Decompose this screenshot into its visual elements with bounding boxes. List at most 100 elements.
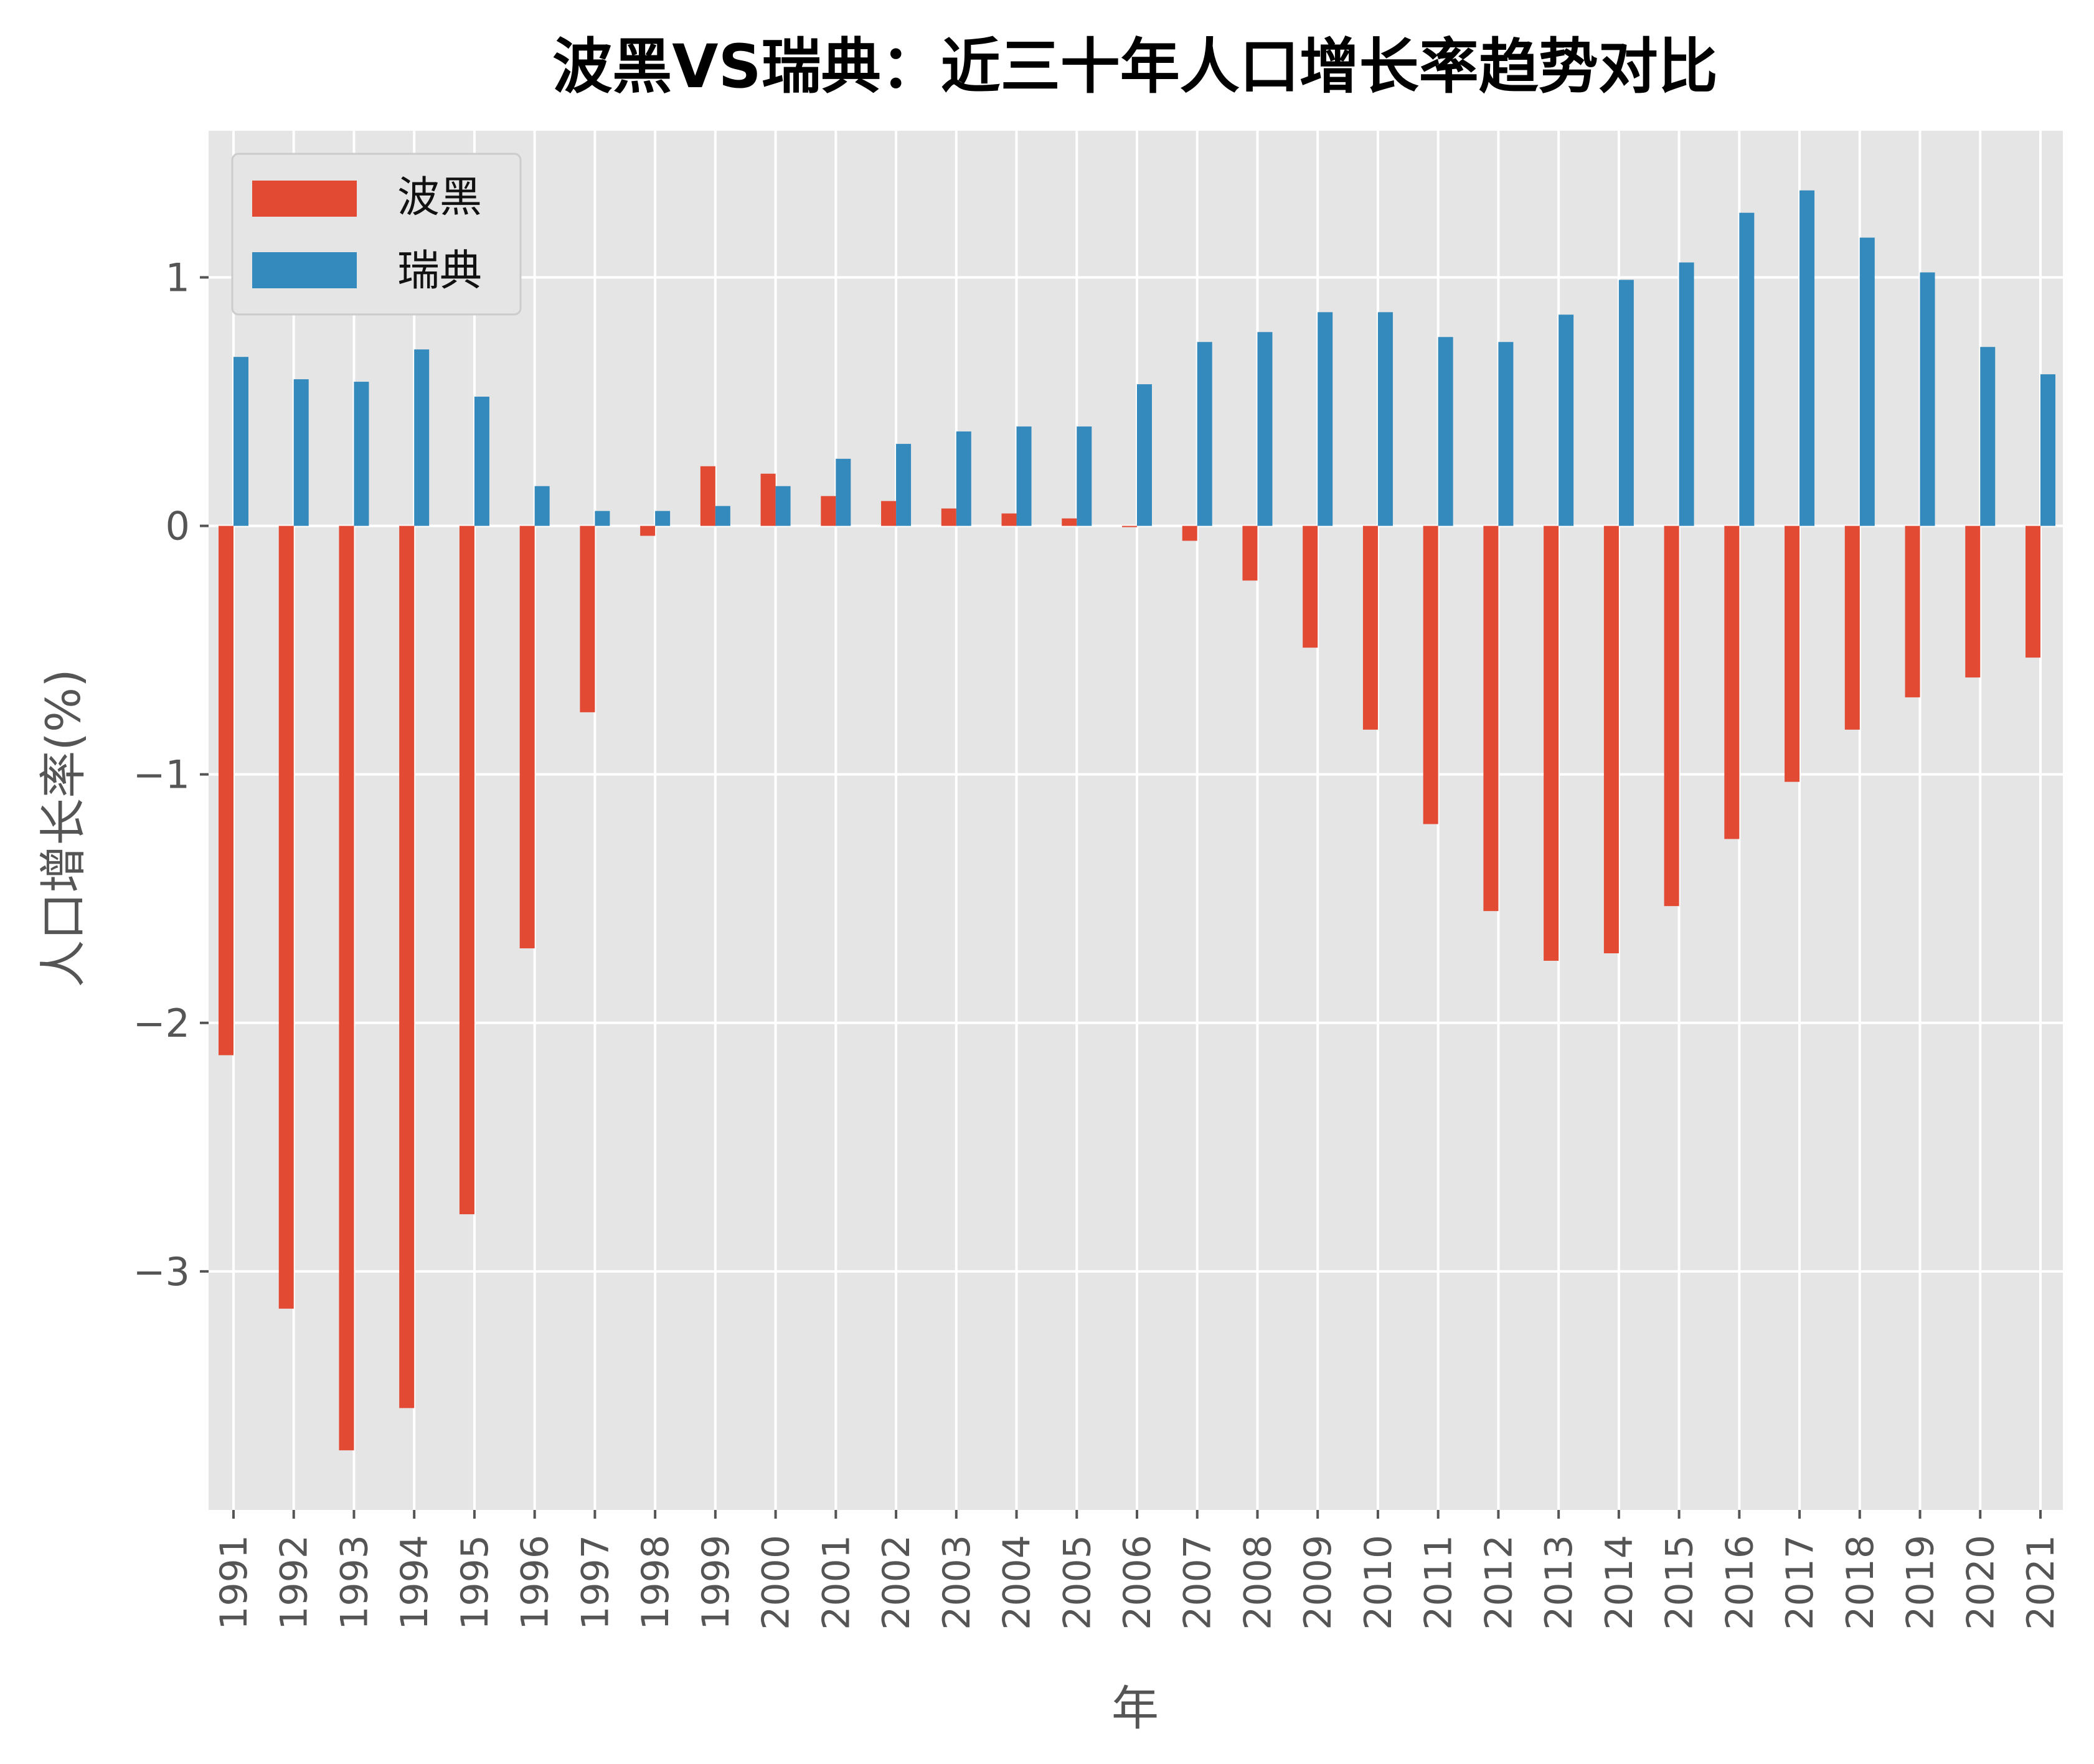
bar-bosnia: [1423, 526, 1438, 824]
x-tick-label: 2014: [1598, 1535, 1641, 1630]
x-tick-label: 1996: [514, 1535, 557, 1630]
bar-sweden: [1137, 384, 1152, 526]
bar-bosnia: [519, 526, 535, 949]
bar-bosnia: [1844, 526, 1860, 730]
bar-sweden: [715, 506, 730, 526]
bar-bosnia: [459, 526, 474, 1215]
legend-swatch-sweden: [252, 252, 357, 288]
x-tick-label: 2008: [1236, 1535, 1280, 1630]
x-tick-label: 2007: [1176, 1535, 1220, 1630]
x-tick-label: 2006: [1116, 1535, 1159, 1630]
y-tick-label: 0: [166, 504, 190, 549]
y-tick-label: −1: [133, 752, 190, 798]
bar-sweden: [1257, 332, 1273, 526]
x-tick-label: 2013: [1537, 1535, 1581, 1630]
bar-bosnia: [339, 526, 354, 1451]
y-axis-label: 人口增长率(%): [35, 669, 91, 988]
x-axis: 1991 1992 1993 1994 1995 1996 1997 1998 1999 2000…: [212, 1510, 2063, 1630]
bar-sweden: [1679, 262, 1694, 526]
x-tick-label: 2001: [814, 1535, 858, 1630]
legend-label-bosnia: 波黑: [397, 173, 482, 222]
bar-sweden: [233, 357, 248, 526]
bar-bosnia: [1303, 526, 1318, 648]
bars: [219, 190, 2055, 1451]
legend-label-sweden: 瑞典: [397, 247, 482, 296]
bar-bosnia: [821, 496, 836, 526]
bar-sweden: [354, 382, 369, 526]
x-tick-label: 1993: [332, 1535, 376, 1630]
bar-sweden: [534, 486, 550, 526]
bar-sweden: [414, 349, 430, 526]
y-tick-label: −2: [133, 1001, 190, 1046]
bar-sweden: [896, 443, 912, 526]
bar-bosnia: [278, 526, 294, 1309]
bar-sweden: [1618, 280, 1634, 526]
y-tick-label: 1: [166, 255, 190, 300]
bar-sweden: [1077, 426, 1092, 526]
x-tick-label: 2020: [1959, 1535, 2002, 1630]
bar-bosnia: [1483, 526, 1499, 912]
bar-sweden: [474, 397, 489, 526]
x-tick-label: 2021: [2019, 1535, 2063, 1630]
bar-bosnia: [881, 501, 897, 526]
x-tick-label: 2015: [1658, 1535, 1702, 1630]
x-tick-label: 2000: [755, 1535, 798, 1630]
bar-bosnia: [1182, 526, 1197, 541]
bar-bosnia: [1905, 526, 1920, 697]
bar-bosnia: [700, 466, 715, 526]
bar-sweden: [1438, 337, 1453, 526]
bar-sweden: [1318, 312, 1333, 526]
x-tick-label: 2016: [1718, 1535, 1762, 1630]
bar-bosnia: [2026, 526, 2040, 658]
bar-sweden: [1739, 212, 1755, 526]
bar-bosnia: [1544, 526, 1559, 961]
chart-title: 波黑VS瑞典：近三十年人口增长率趋势对比: [552, 32, 1717, 101]
bar-sweden: [655, 511, 671, 526]
bar-bosnia: [399, 526, 415, 1408]
legend: 波黑 瑞典: [231, 153, 522, 316]
bar-sweden: [775, 486, 791, 526]
bar-sweden: [1559, 314, 1574, 526]
bar-sweden: [1799, 190, 1815, 526]
bar-sweden: [1980, 347, 1996, 526]
bar-bosnia: [219, 526, 233, 1055]
x-tick-label: 2005: [1055, 1535, 1099, 1630]
bar-bosnia: [1785, 526, 1800, 782]
bar-sweden: [1016, 426, 1032, 526]
bar-bosnia: [1001, 513, 1017, 526]
x-tick-label: 2010: [1357, 1535, 1400, 1630]
x-tick-label: 1995: [453, 1535, 497, 1630]
bar-bosnia: [1664, 526, 1679, 907]
x-tick-label: 2009: [1296, 1535, 1340, 1630]
bar-sweden: [1377, 312, 1393, 526]
bar-bosnia: [1603, 526, 1619, 954]
bar-bosnia: [1242, 526, 1258, 581]
bar-sweden: [293, 379, 309, 526]
x-tick-label: 2003: [935, 1535, 979, 1630]
bar-sweden: [595, 511, 610, 526]
bar-bosnia: [760, 473, 776, 526]
x-tick-label: 1991: [212, 1535, 256, 1630]
x-tick-label: 1998: [634, 1535, 677, 1630]
x-tick-label: 2017: [1778, 1535, 1822, 1630]
x-axis-label: 年: [1111, 1681, 1159, 1736]
bar-sweden: [836, 458, 851, 526]
bar-sweden: [1859, 237, 1875, 526]
bar-sweden: [2040, 374, 2055, 526]
bar-bosnia: [1965, 526, 1981, 678]
y-axis: 1 0 −1 −2 −3: [133, 255, 209, 1295]
bar-bosnia: [941, 508, 956, 526]
bar-bosnia: [1062, 518, 1077, 526]
bar-bosnia: [640, 526, 656, 536]
bar-bosnia: [1724, 526, 1740, 839]
legend-swatch-bosnia: [252, 181, 357, 217]
x-tick-label: 2004: [996, 1535, 1039, 1630]
bar-sweden: [1498, 342, 1514, 526]
bar-bosnia: [1122, 526, 1137, 527]
x-tick-label: 2002: [875, 1535, 918, 1630]
x-tick-label: 1997: [573, 1535, 617, 1630]
bar-sweden: [956, 431, 971, 526]
bar-bosnia: [1362, 526, 1378, 730]
x-tick-label: 2019: [1899, 1535, 1943, 1630]
